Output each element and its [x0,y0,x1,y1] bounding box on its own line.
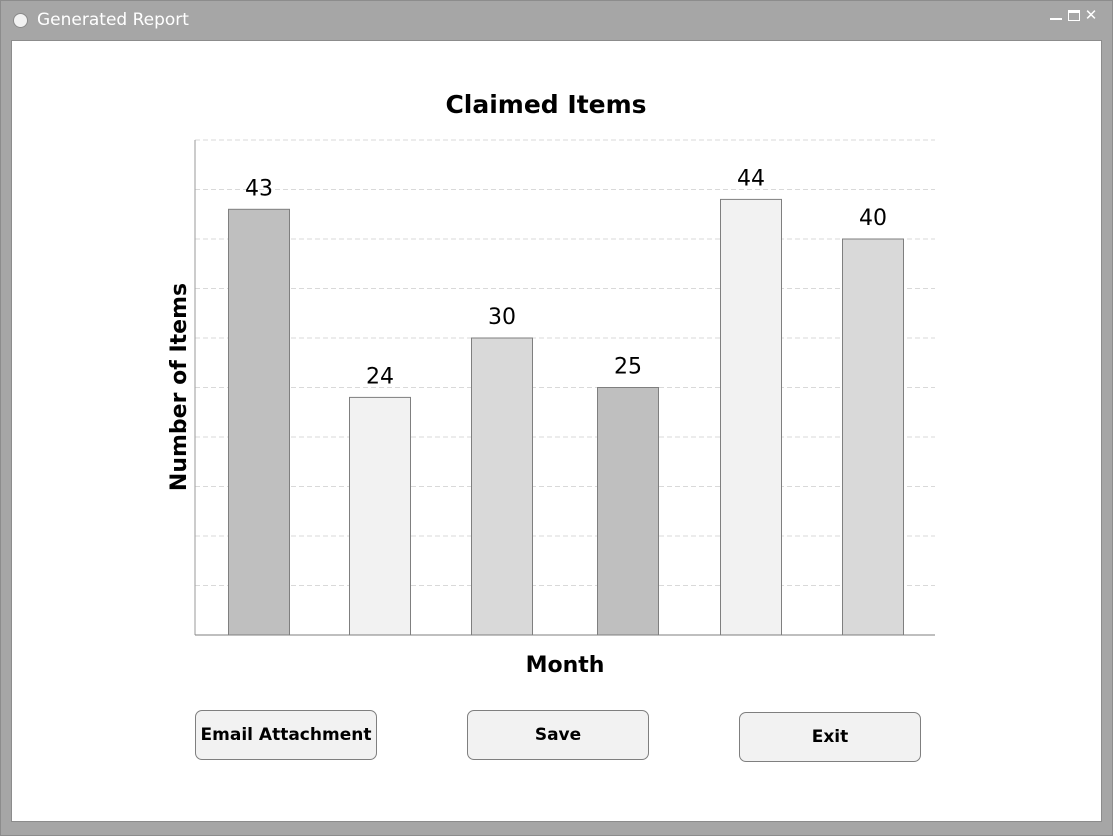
report-content: 43 24 30 25 44 40 Claimed Items Month Number … [11,40,1102,822]
save-button[interactable]: Save [467,710,649,760]
close-icon[interactable]: ✕ [1084,6,1098,24]
bar-4 [597,387,659,636]
title-bar[interactable]: Generated Report ✕ [1,1,1112,39]
y-axis-label: Number of Items [167,283,192,491]
bar-6 [842,238,904,636]
maximize-icon[interactable] [1067,8,1081,22]
bar-value-label: 30 [488,305,516,330]
bar-chart: 43 24 30 25 44 40 Claimed Items Month Number … [167,90,935,678]
bar-value-label: 24 [366,364,394,389]
app-icon [13,13,28,28]
bar-value-label: 43 [245,176,273,201]
bar-value-label: 44 [737,166,765,191]
exit-button[interactable]: Exit [739,712,921,762]
bar-3 [471,337,533,636]
chart-title: Claimed Items [445,90,646,119]
window-title: Generated Report [37,10,189,30]
bar-1 [228,208,290,636]
bar-value-label: 40 [859,206,887,231]
minimize-icon[interactable] [1049,8,1063,22]
bar-2 [349,396,411,636]
bar-value-label: 25 [614,355,642,380]
bar-5 [720,198,782,636]
x-axis-label: Month [526,653,605,678]
email-attachment-button[interactable]: Email Attachment [195,710,377,760]
